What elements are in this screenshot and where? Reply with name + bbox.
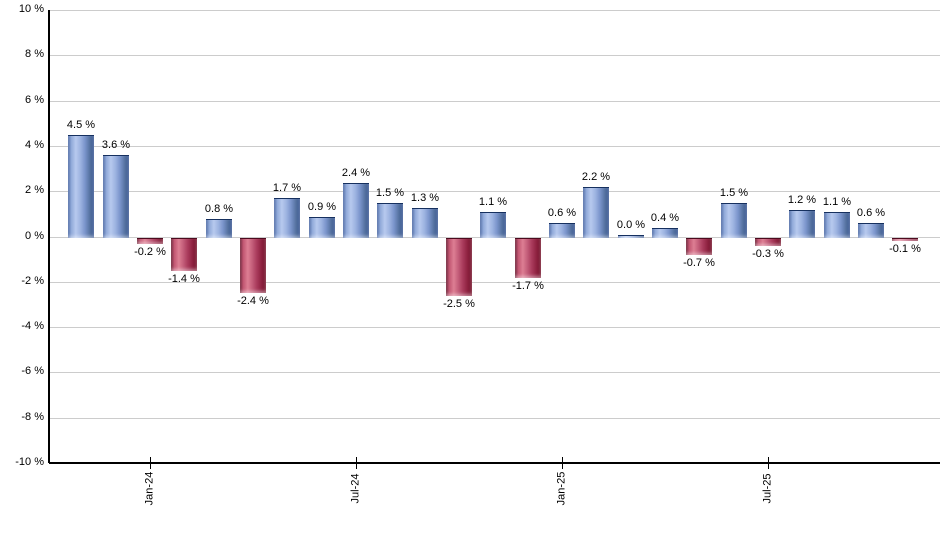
bar — [652, 228, 678, 238]
bar-value-label: -2.5 % — [443, 298, 475, 310]
bar — [721, 203, 747, 238]
bar — [515, 238, 541, 278]
gridline — [49, 327, 940, 328]
x-axis-tick — [768, 457, 769, 469]
bar-value-label: 0.4 % — [650, 212, 680, 224]
y-axis-tick-label: -2 % — [21, 275, 44, 287]
bar-value-label: -0.1 % — [889, 243, 921, 255]
bar-value-label: 3.6 % — [101, 139, 131, 151]
gridline — [49, 418, 940, 419]
gridline — [49, 191, 940, 192]
bar-value-label: 1.7 % — [272, 182, 302, 194]
bar — [789, 210, 815, 238]
gridline — [49, 10, 940, 11]
x-axis-tick — [356, 457, 357, 469]
x-axis-tick-label: Jul-24 — [349, 473, 362, 504]
bar-value-label: -0.3 % — [752, 248, 784, 260]
bar — [68, 135, 94, 238]
bar-value-label: 1.1 % — [478, 196, 508, 208]
y-axis-tick-label: 6 % — [25, 94, 44, 106]
x-axis-tick-label: Jul-25 — [761, 473, 774, 504]
bar-value-label: 1.1 % — [822, 196, 852, 208]
bar — [274, 198, 300, 238]
bar — [583, 187, 609, 238]
bar-value-label: 1.5 % — [375, 187, 405, 199]
bar-value-label: 0.0 % — [616, 219, 646, 231]
bar-value-label: 1.5 % — [719, 187, 749, 199]
y-axis-tick-label: -8 % — [21, 411, 44, 423]
bar — [343, 183, 369, 238]
gridline — [49, 55, 940, 56]
bar-value-label: 4.5 % — [66, 119, 96, 131]
bar — [240, 238, 266, 293]
x-axis-tick — [562, 457, 563, 469]
bar — [309, 217, 335, 238]
gridline — [49, 101, 940, 102]
y-axis-tick-label: -10 % — [15, 456, 44, 468]
x-axis-tick — [150, 457, 151, 469]
bar — [377, 203, 403, 238]
bar-value-label: 0.9 % — [307, 201, 337, 213]
bar — [686, 238, 712, 255]
bar-value-label: 0.6 % — [856, 207, 886, 219]
bar-value-label: -1.4 % — [168, 273, 200, 285]
y-axis-tick-label: 2 % — [25, 184, 44, 196]
gridline — [49, 372, 940, 373]
y-axis-tick-label: 0 % — [25, 230, 44, 242]
x-axis-tick-label: Jan-24 — [143, 471, 156, 506]
bar-value-label: 1.2 % — [787, 194, 817, 206]
bar-value-label: 0.8 % — [204, 203, 234, 215]
y-axis-tick-label: 4 % — [25, 139, 44, 151]
bar-value-label: 0.6 % — [547, 207, 577, 219]
bar-value-label: -2.4 % — [237, 295, 269, 307]
bar-value-label: 1.3 % — [410, 192, 440, 204]
bar — [446, 238, 472, 296]
bar-value-label: 2.4 % — [341, 167, 371, 179]
bar — [206, 219, 232, 238]
bar — [858, 223, 884, 238]
y-axis-tick-label: 10 % — [18, 3, 44, 15]
y-axis-tick-label: -4 % — [21, 320, 44, 332]
bar-value-label: -0.2 % — [134, 246, 166, 258]
x-axis-line — [49, 462, 940, 464]
bar — [480, 212, 506, 238]
y-axis-tick-label: 8 % — [25, 48, 44, 60]
bar — [103, 155, 129, 238]
bar — [755, 238, 781, 246]
bar — [549, 223, 575, 238]
y-axis-tick-label: -6 % — [21, 365, 44, 377]
gridline — [49, 282, 940, 283]
bar — [618, 235, 644, 238]
bar — [171, 238, 197, 271]
gridline — [49, 146, 940, 147]
bar — [892, 238, 918, 241]
y-axis-line — [48, 10, 50, 463]
bar — [824, 212, 850, 238]
bar — [137, 238, 163, 244]
bar — [412, 208, 438, 238]
bar-value-label: 2.2 % — [581, 171, 611, 183]
bar-value-label: -0.7 % — [683, 257, 715, 269]
x-axis-tick-label: Jan-25 — [555, 471, 568, 506]
bar-value-label: -1.7 % — [512, 280, 544, 292]
